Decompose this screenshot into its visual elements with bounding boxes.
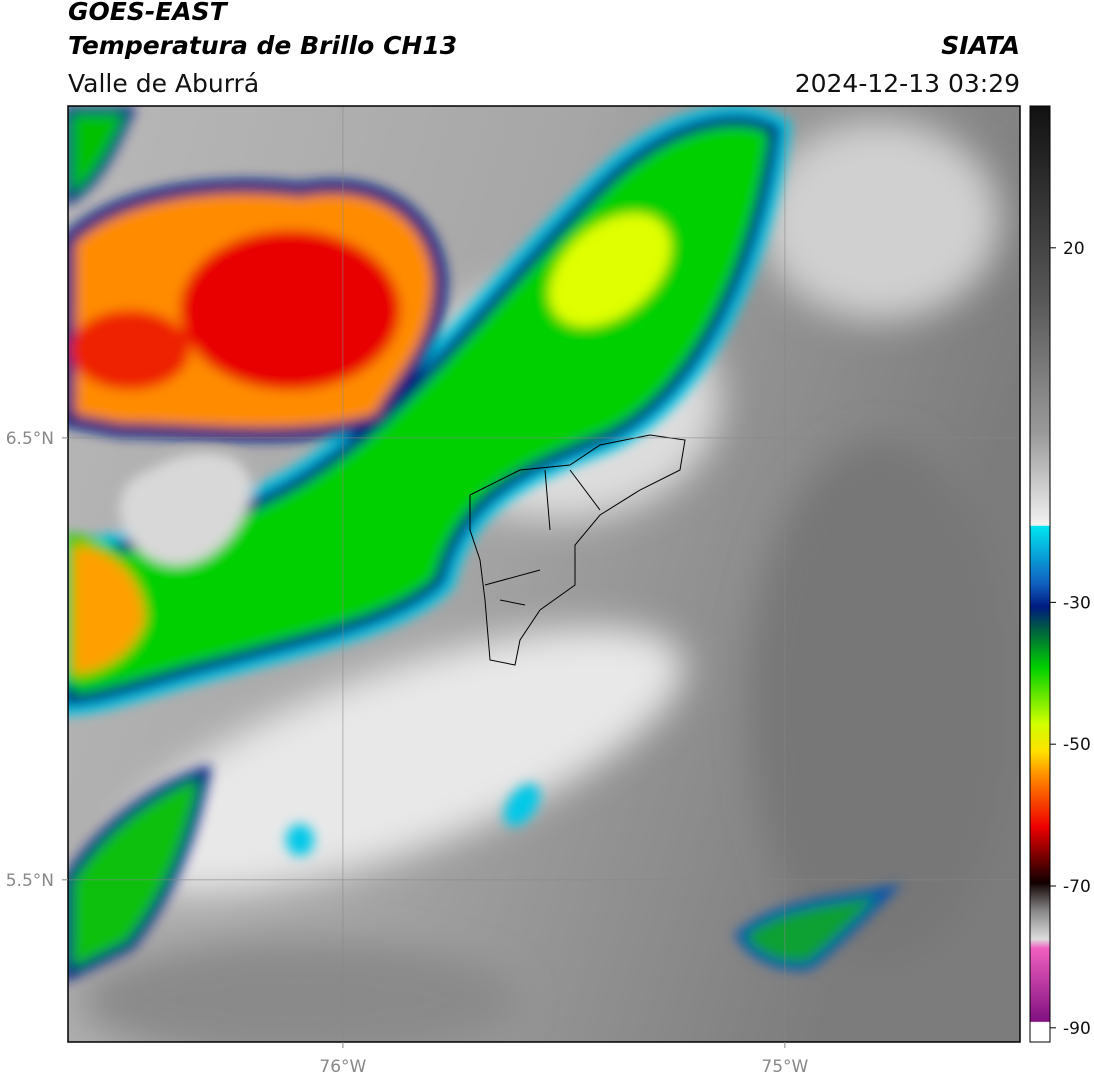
cloud-tops: [68, 106, 904, 981]
map-image: [68, 106, 1020, 1042]
patch: [750, 440, 1010, 960]
cloud-edge: [286, 824, 314, 856]
graticule: [68, 106, 1020, 1042]
x-tick-label: 75°W: [761, 1057, 808, 1077]
cloud-top: [180, 230, 400, 390]
product: Temperatura de Brillo CH13: [68, 31, 457, 60]
cloud-top: [549, 213, 671, 327]
cloud-core: [735, 882, 904, 970]
colorbar-tick-label: -70: [1063, 877, 1091, 897]
map-frame: [67, 105, 1021, 1043]
patch: [80, 940, 520, 1042]
source: SIATA: [941, 31, 1020, 60]
cloud-core: [68, 764, 212, 981]
colorbar-tick-label: -30: [1063, 593, 1091, 613]
y-tick-label: 5.5°N: [6, 871, 54, 891]
region: Valle de Aburrá: [68, 69, 259, 98]
datetime: 2024-12-13 03:29: [795, 69, 1020, 98]
x-tick-label: 76°W: [319, 1057, 366, 1077]
colorbar-tick-label: -50: [1063, 735, 1091, 755]
cloud-core: [68, 106, 136, 205]
patch: [760, 120, 1000, 320]
colorbar: [1029, 105, 1051, 1043]
municipal-boundaries: [469, 434, 686, 666]
colorbar-tick-label: 20: [1063, 239, 1085, 259]
cloud-edge: [504, 783, 540, 827]
patch: [116, 627, 684, 893]
cloud-core: [68, 534, 156, 686]
colorbar-tick-label: -90: [1063, 1019, 1091, 1039]
satellite: GOES-EAST: [68, 0, 229, 26]
cloud-top: [70, 310, 190, 390]
y-tick-label: 6.5°N: [6, 429, 54, 449]
clear-gap: [119, 453, 252, 566]
